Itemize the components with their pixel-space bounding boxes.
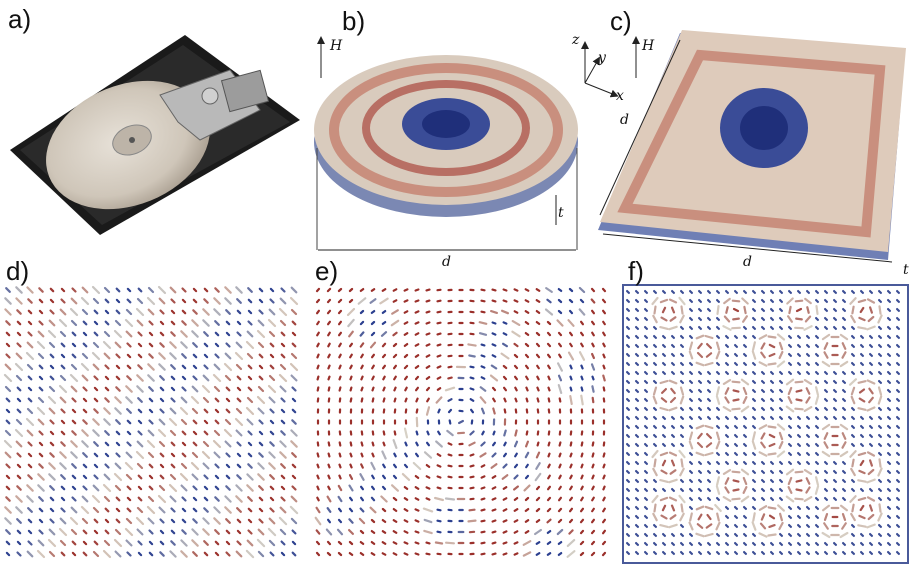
stripe-domain-field: [3, 285, 299, 559]
diameter-label-b: d: [442, 254, 451, 270]
mixed-domain-field: [314, 286, 607, 558]
axis-x-label: x: [616, 88, 624, 104]
panel-label-c: c): [610, 6, 632, 36]
axis-z-label: z: [572, 32, 580, 48]
thickness-label-b: t: [558, 205, 564, 221]
hard-disk-drive-image: [10, 35, 300, 235]
field-label-b: H: [330, 38, 343, 54]
actuator-magnet: [220, 69, 270, 113]
field-label-c: H: [642, 38, 655, 54]
thickness-label-c: t: [903, 262, 909, 278]
axes-triad: [581, 41, 619, 98]
panel-label-d: d): [6, 256, 30, 286]
disk-core-inner: [422, 110, 470, 138]
panel-label-e: e): [315, 256, 339, 286]
dim-line-c-side: [599, 39, 681, 216]
dim-line-c-bottom: [602, 233, 893, 263]
panel-label-a: a): [8, 4, 32, 34]
y-axis-line: [584, 56, 600, 84]
square-skyrmion-panel: [598, 30, 906, 263]
panel-label-f: f): [628, 256, 644, 286]
lattice-border: [622, 284, 909, 564]
disk-skyrmion-panel: [314, 36, 578, 251]
disk-ring-middle: [362, 80, 530, 176]
diameter-label-c-bottom: d: [743, 254, 752, 270]
panel-label-b: b): [342, 6, 366, 36]
skyrmion-lattice-field: [622, 284, 909, 564]
disk-ring-outer: [329, 63, 563, 197]
axis-y-label: y: [598, 50, 606, 66]
actuator-pivot: [201, 87, 219, 105]
square-ring-outer: [617, 49, 886, 238]
square-core-inner: [740, 106, 788, 150]
diameter-label-c-side: d: [620, 112, 629, 128]
x-axis-line: [584, 82, 619, 98]
spindle-center: [129, 137, 135, 143]
